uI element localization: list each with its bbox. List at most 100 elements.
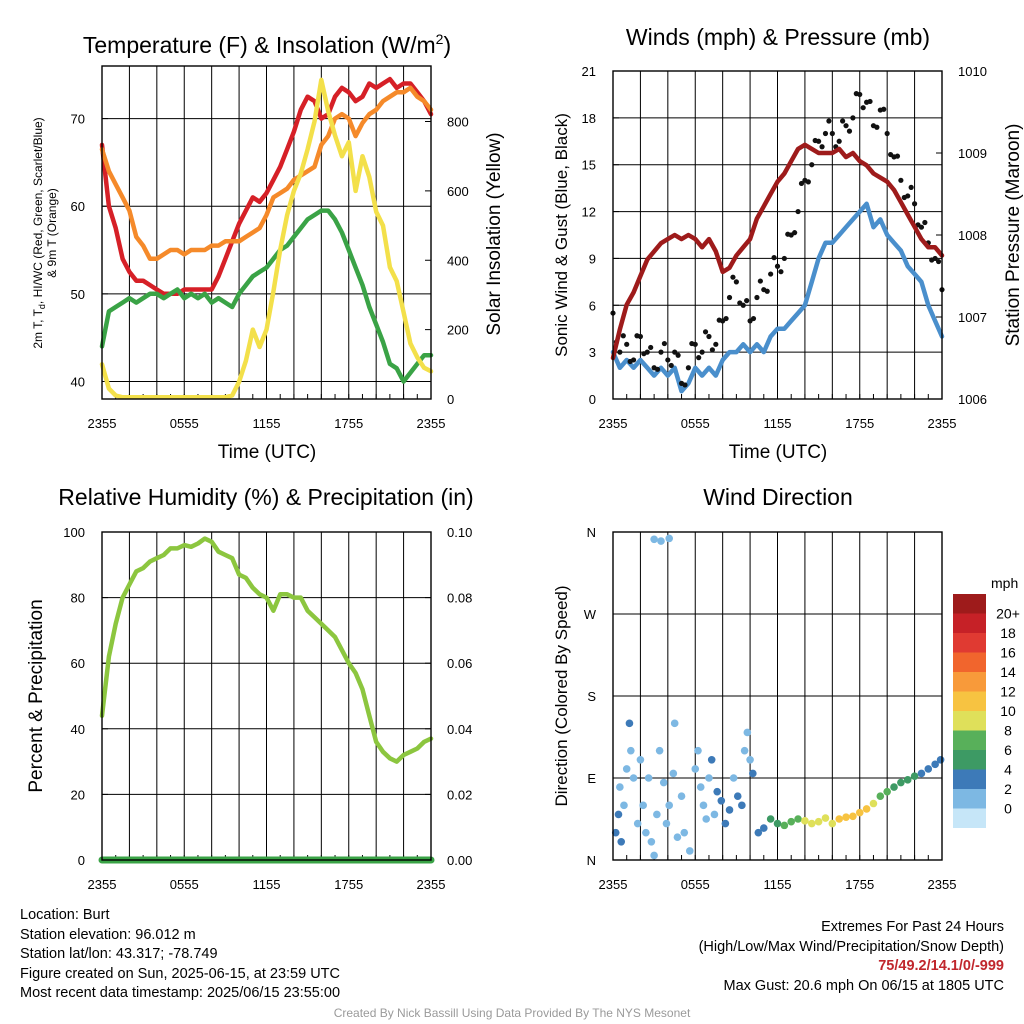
gust-point xyxy=(822,130,829,137)
direction-point xyxy=(773,819,782,828)
x-tick-label: 1155 xyxy=(253,877,281,892)
y-tick-label: 21 xyxy=(582,64,596,79)
direction-plot-frame xyxy=(612,531,943,861)
2m-td-line xyxy=(99,208,434,384)
legend-color-box xyxy=(953,672,986,692)
y-tick-label: 12 xyxy=(582,205,596,220)
station-latlon: Station lat/lon: 43.317; -78.749 xyxy=(20,946,218,962)
gust-point xyxy=(702,329,709,335)
gust-point xyxy=(898,177,904,183)
direction-point xyxy=(903,776,912,784)
direction-point xyxy=(746,755,754,764)
sonic-wind-line xyxy=(610,201,945,394)
gust-point xyxy=(911,201,918,207)
winds-ylabel-right: Station Pressure (Maroon) xyxy=(1003,124,1024,347)
gust-point xyxy=(840,118,846,124)
panel-direction: Wind Direction 2355 0555 1155 1755 2355NESWN… xyxy=(552,484,1020,892)
gust-point xyxy=(682,382,688,388)
direction-point xyxy=(924,765,933,773)
legend-color-box xyxy=(953,652,986,672)
y-tick-label: 20 xyxy=(71,787,85,802)
legend-color-box xyxy=(953,633,986,653)
gust-point xyxy=(706,333,712,340)
gust-point xyxy=(764,288,770,294)
legend-label: 18 xyxy=(1000,625,1016,641)
direction-point xyxy=(614,810,623,819)
direction-point xyxy=(611,828,620,837)
direction-point xyxy=(625,719,634,728)
direction-point xyxy=(696,783,705,791)
direction-point xyxy=(855,808,864,817)
direction-point xyxy=(766,815,775,823)
y2-tick-label: 0.08 xyxy=(447,591,472,606)
gust-point xyxy=(665,357,671,363)
legend-color-box xyxy=(953,789,986,809)
gust-point xyxy=(860,105,866,111)
direction-point xyxy=(828,819,837,828)
winds-xlabel: Time (UTC) xyxy=(729,442,828,463)
speed-color-legend: 20+ 18 16 14 12 10 8 6 4 2 0 xyxy=(953,594,1020,828)
x-tick-label: 2355 xyxy=(417,877,446,892)
solar-insolation-line xyxy=(99,77,434,400)
station-location: Location: Burt xyxy=(20,907,110,923)
gust-point xyxy=(726,294,733,301)
legend-color-box xyxy=(953,750,986,770)
gust-point xyxy=(826,118,832,124)
gust-point xyxy=(757,278,763,284)
legend-color-box xyxy=(953,691,986,711)
legend-color-box xyxy=(953,808,986,828)
direction-point xyxy=(936,755,945,764)
y2-tick-label: 1006 xyxy=(958,392,987,407)
gust-point xyxy=(771,255,777,261)
winds-title: Winds (mph) & Pressure (mb) xyxy=(626,24,930,50)
gust-point xyxy=(798,180,805,187)
x-tick-label: 2355 xyxy=(88,416,117,431)
credit-line: Created By Nick Bassill Using Data Provi… xyxy=(333,1006,691,1020)
direction-point xyxy=(749,769,757,778)
legend-label: 0 xyxy=(1004,801,1012,817)
temperature-title: Temperature (F) & Insolation (W/m2) xyxy=(83,31,451,58)
extremes-title: Extremes For Past 24 Hours xyxy=(821,919,1004,935)
x-tick-label: 1755 xyxy=(845,877,874,892)
legend-label: 20+ xyxy=(996,606,1020,622)
gust-point xyxy=(932,255,938,262)
gust-point xyxy=(894,153,901,159)
y-tick-label: 6 xyxy=(589,298,596,313)
gust-point xyxy=(644,349,650,355)
temperature-ylabel-right: Solar Insolation (Yellow) xyxy=(484,132,505,335)
x-tick-label: 0555 xyxy=(170,877,199,892)
direction-point xyxy=(670,719,679,728)
direction-point xyxy=(897,778,905,787)
y-tick-label: 0 xyxy=(78,853,85,868)
gust-point xyxy=(881,106,887,112)
gust-point xyxy=(658,349,664,355)
direction-point xyxy=(647,837,656,846)
x-tick-label: 0555 xyxy=(681,416,710,431)
y2-tick-label: 800 xyxy=(447,115,469,130)
y-tick-label: 40 xyxy=(71,374,85,389)
y2-tick-label: 1009 xyxy=(958,146,987,161)
gust-point xyxy=(935,258,942,265)
2m-t-line xyxy=(99,76,434,297)
direction-point xyxy=(876,792,885,801)
temperature-ylabel-left: 2m T, Td, HI/WC (Red, Green, Scarlet/Blu… xyxy=(31,117,47,348)
temperature-plot-frame xyxy=(101,65,432,400)
y-tick-label: 9 xyxy=(589,251,596,266)
direction-point xyxy=(729,774,738,782)
direction-point xyxy=(849,812,857,821)
direction-point xyxy=(713,787,721,796)
direction-point xyxy=(617,837,626,846)
gust-point xyxy=(768,271,774,277)
y-tick-label: W xyxy=(584,607,597,622)
gust-point xyxy=(685,365,691,371)
extremes-info: Extremes For Past 24 Hours (High/Low/Max… xyxy=(699,918,1004,996)
gust-point xyxy=(857,91,863,98)
gust-point xyxy=(874,124,880,130)
gust-point xyxy=(624,341,630,347)
max-gust: Max Gust: 20.6 mph On 06/15 at 1805 UTC xyxy=(723,977,1004,994)
gust-point xyxy=(630,357,637,363)
direction-point xyxy=(890,783,898,791)
panel-humidity: Relative Humidity (%) & Precipitation (i… xyxy=(26,484,474,892)
legend-label: 6 xyxy=(1004,742,1012,758)
gust-point xyxy=(692,341,698,347)
